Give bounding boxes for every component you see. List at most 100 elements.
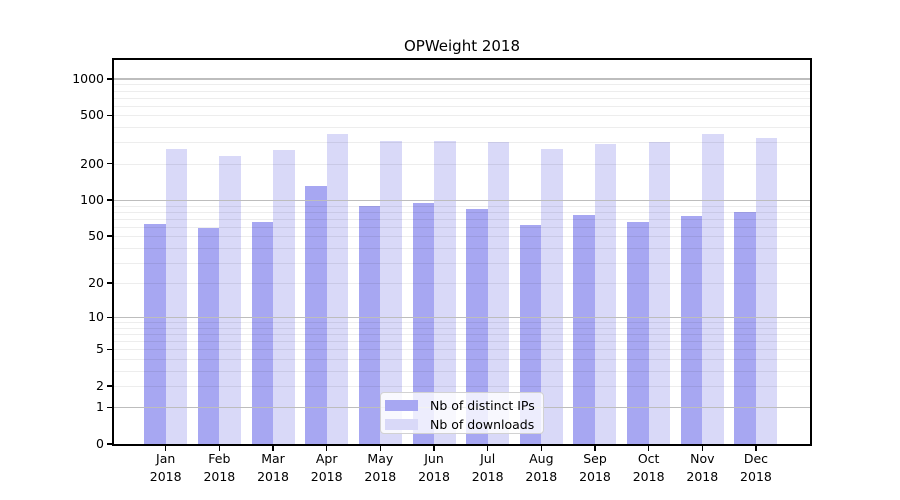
y-axis-tick: [107, 282, 112, 284]
y-tick-label: 20: [88, 275, 104, 291]
x-axis-tick: [218, 444, 221, 451]
gridline-minor: [114, 205, 810, 207]
plot-area: 0 1 2 5 10 20 50 100 200 500 1000 Jan 2018 Feb 2018 Mar…: [72, 58, 812, 484]
bar-distinct-ips-apr: [305, 186, 327, 444]
bar-downloads-oct: [648, 142, 671, 444]
x-tick-label: Apr 2018: [297, 450, 357, 485]
bar-distinct-ips-dec: [734, 211, 756, 444]
bar-distinct-ips-sep: [573, 215, 595, 444]
chart-title: OPWeight 2018: [403, 37, 521, 55]
y-tick-label: 500: [80, 107, 104, 123]
x-tick-month: Mar: [261, 451, 285, 466]
y-tick-label: 2: [96, 377, 104, 393]
gridline-minor: [114, 370, 810, 372]
x-axis-tick: [164, 444, 167, 451]
x-tick-year: 2018: [686, 468, 719, 484]
bar-distinct-ips-jul: [466, 209, 488, 444]
x-tick-month: Oct: [637, 451, 660, 466]
x-tick-year: 2018: [203, 468, 236, 484]
x-axis-tick: [272, 444, 274, 451]
x-axis-tick: [486, 444, 489, 451]
gridline-minor: [114, 90, 810, 92]
x-axis-tick: [701, 444, 704, 451]
legend-label-downloads: Nb of downloads: [430, 417, 535, 432]
x-tick-year: 2018: [310, 468, 343, 484]
gridline-minor: [114, 218, 810, 220]
x-tick-label: Feb 2018: [189, 450, 249, 485]
gridline-minor: [114, 334, 810, 336]
x-tick-year: 2018: [632, 468, 665, 484]
gridline-minor: [114, 247, 810, 249]
bar-downloads-mar: [273, 149, 295, 444]
legend-label-distinct-ips: Nb of distinct IPs: [430, 398, 535, 413]
bar-downloads-jun: [434, 141, 456, 444]
gridline-minor: [114, 127, 810, 129]
legend: Nb of distinct IPs Nb of downloads: [380, 392, 544, 434]
y-axis-tick: [107, 162, 112, 165]
x-tick-year: 2018: [579, 468, 611, 484]
y-axis-tick: [107, 385, 112, 387]
x-axis-tick: [540, 444, 543, 451]
gridline-minor: [114, 283, 810, 285]
gridline-minor: [114, 84, 810, 86]
x-axis-tick: [594, 444, 596, 451]
x-axis-tick: [647, 444, 650, 451]
bar-distinct-ips-jun: [412, 203, 434, 444]
gridline-minor: [114, 163, 810, 165]
gridline-minor: [114, 327, 810, 329]
gridline-minor: [114, 226, 810, 228]
x-tick-month: Apr: [315, 451, 338, 466]
gridline-minor: [114, 341, 810, 343]
x-tick-month: Aug: [529, 451, 554, 466]
x-tick-label: Dec 2018: [726, 450, 786, 485]
bar-distinct-ips-jan: [144, 224, 166, 444]
bar-distinct-ips-feb: [197, 227, 220, 444]
gridline-minor: [114, 115, 810, 117]
bar-downloads-aug: [541, 148, 563, 444]
bar-downloads-sep: [594, 144, 617, 444]
x-tick-label: Nov 2018: [672, 450, 732, 485]
x-tick-year: 2018: [418, 468, 450, 484]
bar-distinct-ips-mar: [251, 221, 274, 444]
legend-item-distinct-ips: Nb of distinct IPs: [385, 397, 543, 414]
gridline-major: [114, 316, 810, 319]
y-tick-label: 5: [96, 341, 104, 357]
y-axis-tick: [107, 78, 112, 80]
gridline-minor: [114, 105, 810, 107]
bar-distinct-ips-oct: [627, 221, 649, 444]
legend-swatch-downloads: [385, 419, 418, 430]
y-tick-label: 100: [80, 192, 104, 208]
bar-downloads-dec: [755, 138, 778, 444]
gridline-minor: [114, 142, 810, 144]
y-axis-tick: [107, 348, 112, 351]
gridline-minor: [114, 97, 810, 99]
bar-downloads-nov: [702, 134, 724, 444]
x-tick-label: May 2018: [350, 450, 410, 485]
bar-downloads-may: [380, 140, 402, 444]
x-tick-month: Jun: [424, 451, 444, 466]
y-axis-tick: [107, 406, 112, 409]
x-tick-month: Sep: [583, 451, 607, 466]
x-tick-year: 2018: [740, 468, 772, 484]
x-tick-label: Mar 2018: [243, 450, 303, 485]
x-tick-label: Jul 2018: [458, 450, 518, 485]
x-tick-year: 2018: [364, 468, 397, 484]
x-tick-month: Nov: [690, 451, 715, 466]
y-tick-label: 200: [80, 155, 104, 171]
bar-downloads-jan: [165, 149, 188, 444]
x-tick-year: 2018: [471, 468, 504, 484]
x-tick-label: Sep 2018: [565, 450, 625, 485]
x-tick-month: Jul: [480, 451, 496, 466]
x-axis-tick: [433, 444, 435, 451]
gridline-minor: [114, 211, 810, 213]
x-tick-label: Oct 2018: [619, 450, 679, 485]
x-axis-tick: [755, 444, 757, 451]
x-axis-tick: [325, 444, 328, 451]
gridline-minor: [114, 349, 810, 351]
x-tick-year: 2018: [149, 468, 182, 484]
x-tick-label: Aug 2018: [511, 450, 571, 485]
x-tick-year: 2018: [525, 468, 558, 484]
gridline-minor: [114, 322, 810, 324]
x-tick-month: Feb: [208, 451, 231, 466]
